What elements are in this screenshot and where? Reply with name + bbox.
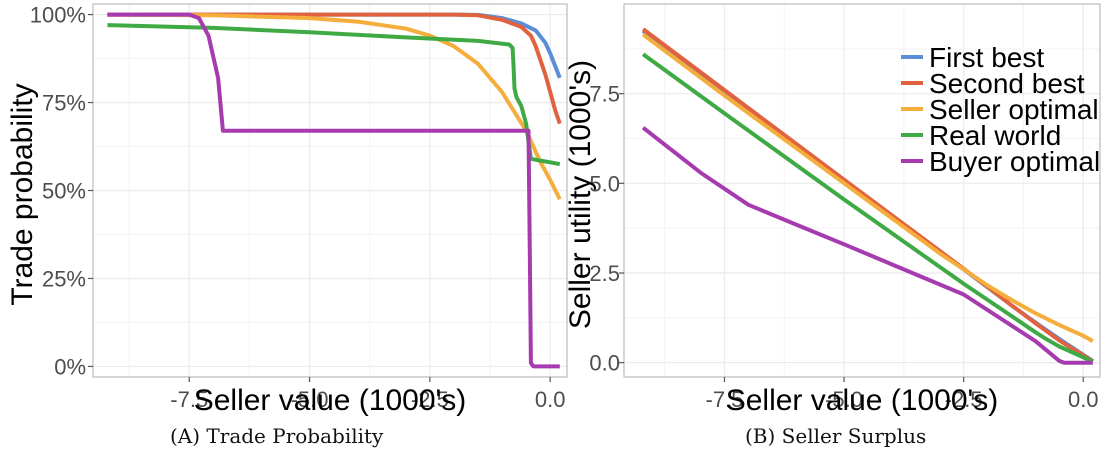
y-tick-label: 50% [42,179,86,204]
caption-b-text: Seller Surplus [781,424,927,448]
y-tick-label: 75% [42,91,86,116]
y-tick-label: 100% [30,3,86,28]
x-tick-label: -2.5 [945,387,983,412]
x-tick-label: -7.5 [170,387,208,412]
series-line-real-world [107,23,561,167]
legend-label-real-world: Real world [929,120,1061,151]
caption-b: (B) Seller Surplus [745,424,926,448]
series-line-real-world [641,52,1094,364]
x-tick-label: 0.0 [1068,387,1099,412]
x-tick-label: 0.0 [535,387,566,412]
series-line-second-best [641,27,1094,364]
plot-area-B [624,4,1100,377]
legend-label-seller-optimal: Seller optimal [929,94,1099,125]
x-axis-title: Seller value (1000's) [194,384,467,417]
caption-a-text: Trade Probability [206,424,384,448]
caption-b-label: (B) [745,424,776,448]
series-line-buyer-optimal [107,12,560,369]
y-tick-label: 25% [42,266,86,291]
caption-a-label: (A) [170,424,201,448]
legend-label-second-best: Second best [929,68,1085,99]
legend-label-first-best: First best [929,42,1044,73]
chart-A: -7.5 -5.0 -2.5 0.0 0% 25% 50% 75% 100% Seller val… [6,3,568,417]
y-axis-title: Trade probability [6,83,39,305]
series-line-seller-optimal [641,32,1094,343]
y-tick-label: 5.0 [589,171,620,196]
y-tick-label: 0% [54,354,86,379]
x-tick-label: -2.5 [411,387,449,412]
series-line-buyer-optimal [641,126,1093,365]
x-axis-title: Seller value (1000's) [726,384,999,417]
panel-border-B [623,3,1101,378]
y-axis-title: Seller utility (1000's) [564,60,597,329]
x-tick-label: -5.0 [291,387,329,412]
y-tick-label: 7.5 [589,82,620,107]
chart-B: -7.5 -5.0 -2.5 0.0 0.0 2.5 5.0 7.5 Seller value … [564,3,1101,417]
caption-a: (A) Trade Probability [170,424,383,448]
x-tick-label: -5.0 [825,387,863,412]
series-line-second-best [107,12,562,125]
y-tick-label: 2.5 [589,261,620,286]
legend-label-buyer-optimal: Buyer optimal [929,146,1100,177]
x-tick-label: -7.5 [706,387,744,412]
y-tick-label: 0.0 [589,351,620,376]
